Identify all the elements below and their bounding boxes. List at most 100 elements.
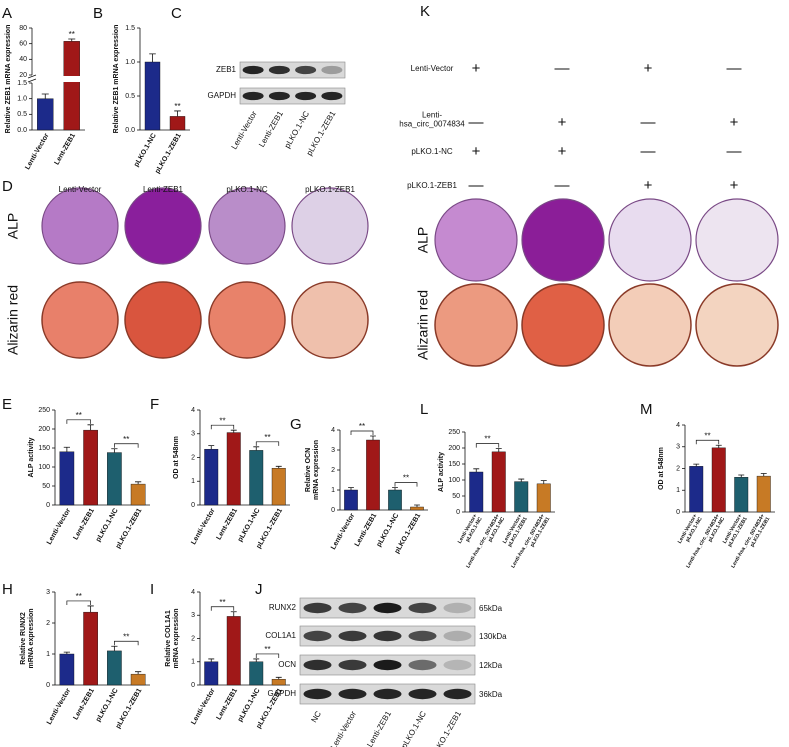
condition-mark: —: [727, 60, 742, 77]
y-axis-label-group: Relative COL1A1 mRNA expression: [165, 608, 180, 668]
alizarin-well: [41, 281, 119, 359]
condition-mark: —: [641, 143, 656, 160]
significance-bracket: [475, 443, 500, 448]
axis-break: [28, 76, 85, 82]
alp-well: [695, 198, 779, 282]
y-tick-label: 150: [38, 445, 50, 452]
significance-bracket: [114, 443, 139, 448]
axis-break-mark: [27, 74, 37, 83]
blot-row-label: OCN: [278, 660, 296, 669]
error-bar: [174, 110, 181, 117]
bar: [249, 450, 264, 506]
blot-band: [338, 688, 367, 700]
blot-band: [408, 659, 437, 671]
error-bar: [392, 487, 398, 490]
stain-column-label: Lenti-ZEB1: [143, 185, 184, 194]
panel-label: J: [255, 581, 263, 598]
blot-band: [408, 630, 437, 642]
y-tick-label: 200: [448, 445, 460, 452]
y-tick-label: 0: [331, 507, 335, 514]
y-tick-label: 2: [191, 635, 195, 642]
bar: [130, 673, 146, 686]
blot-band: [408, 688, 437, 700]
y-axis-label-group: OD at 548nm: [658, 447, 665, 490]
condition-mark: —: [727, 143, 742, 160]
significance-label: **: [219, 416, 225, 425]
alp-well: [608, 198, 692, 282]
blot-band: [443, 630, 472, 642]
significance-bracket: [210, 606, 235, 611]
error-bar: [693, 463, 700, 467]
error-bar: [208, 445, 215, 450]
bar: [469, 471, 484, 513]
significance-bracket: [66, 600, 91, 605]
bar: [226, 616, 241, 686]
bar: [344, 489, 358, 511]
bar: [226, 432, 241, 506]
y-tick-label: 4: [676, 422, 680, 429]
bar: [271, 467, 286, 506]
y-tick-label: 250: [38, 407, 50, 414]
y-tick-label: 100: [448, 477, 460, 484]
y-tick-label: 80: [19, 25, 27, 32]
error-bar: [63, 651, 71, 654]
panel-label: H: [2, 581, 13, 598]
bar: [514, 481, 529, 513]
blot-band: [303, 630, 332, 642]
error-bar: [370, 435, 376, 440]
bar: [536, 483, 551, 513]
error-bar: [230, 429, 237, 433]
bar: [249, 661, 264, 686]
error-bar: [715, 444, 722, 448]
significance-bracket: [114, 640, 139, 646]
panel-label: M: [640, 401, 653, 418]
alp-well: [41, 187, 119, 265]
y-tick-label: 0: [46, 682, 50, 689]
bar: [204, 661, 219, 686]
blot-band: [268, 65, 290, 75]
alp-well: [124, 187, 202, 265]
y-tick-label: 3: [191, 431, 195, 438]
y-axis-label: Relative OCN: [305, 448, 312, 492]
error-bar: [540, 480, 547, 484]
stain-row-label: ALP: [415, 227, 431, 253]
significance-bracket: [255, 441, 280, 446]
error-bar: [495, 448, 502, 452]
error-bar: [41, 93, 49, 99]
blot-band: [295, 65, 317, 75]
alizarin-well: [124, 281, 202, 359]
error-bar: [414, 504, 420, 507]
blot-strip: [239, 87, 346, 105]
y-tick-label: 4: [191, 589, 195, 596]
panel-label: G: [290, 416, 302, 433]
significance-label: **: [123, 632, 129, 641]
stain-column-label: pLKO.1-ZEB1: [305, 185, 355, 194]
y-tick-label: 1: [191, 478, 195, 485]
y-axis-label-group: OD at 548nm: [173, 436, 180, 479]
blot-band: [443, 688, 472, 700]
error-bar: [230, 611, 237, 617]
y-tick-label: 3: [676, 444, 680, 451]
significance-bracket: [210, 424, 235, 430]
y-tick-label: 0: [191, 502, 195, 509]
condition-mark: —: [641, 114, 656, 131]
bar: [756, 475, 771, 513]
y-tick-label: 0: [676, 509, 680, 516]
error-bar: [760, 473, 767, 477]
y-tick-label: 0.5: [125, 93, 135, 100]
y-tick-label: 3: [46, 589, 50, 596]
condition-label: Lenti-Vector: [411, 64, 454, 73]
y-tick-label: 1.0: [17, 96, 27, 103]
y-tick-label: 4: [331, 427, 335, 434]
blot-band: [321, 65, 343, 75]
y-axis-label: Relative COL1A1: [165, 610, 172, 667]
panel-label: A: [2, 5, 12, 22]
panel-label: D: [2, 178, 13, 195]
significance-bracket: [350, 430, 374, 435]
significance-label: **: [704, 431, 710, 440]
blot-band: [242, 65, 264, 75]
error-bar: [473, 468, 480, 472]
y-tick-label: 40: [19, 56, 27, 63]
alizarin-well: [695, 283, 779, 367]
